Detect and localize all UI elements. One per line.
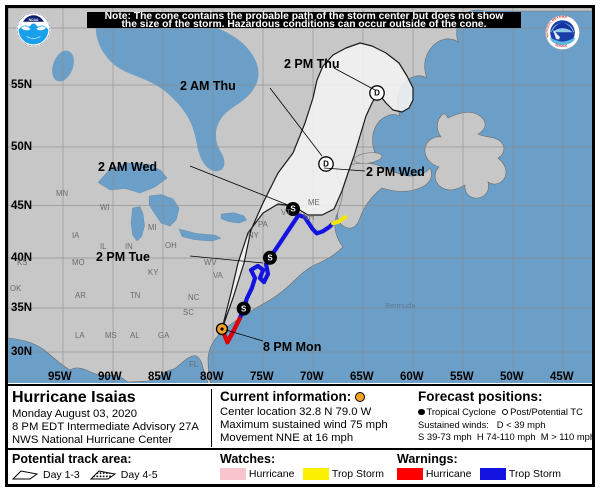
svg-text:OK: OK (10, 284, 22, 293)
svg-text:KY: KY (148, 268, 159, 277)
svg-text:WV: WV (204, 258, 217, 267)
svg-text:VA: VA (213, 271, 224, 280)
svg-text:LA: LA (75, 331, 85, 340)
svg-text:95W: 95W (48, 371, 72, 383)
svg-text:IN: IN (125, 242, 133, 251)
svg-text:AL: AL (130, 331, 140, 340)
svg-text:TN: TN (130, 291, 140, 300)
svg-text:MO: MO (72, 258, 85, 267)
svg-text:IL: IL (100, 242, 107, 251)
svg-text:55N: 55N (11, 79, 32, 91)
svg-text:2 PM Tue: 2 PM Tue (96, 250, 150, 264)
svg-text:S: S (290, 205, 296, 214)
svg-text:SC: SC (183, 308, 194, 317)
svg-text:2 AM Wed: 2 AM Wed (98, 160, 157, 174)
svg-text:IA: IA (72, 231, 80, 240)
svg-text:2 PM Wed: 2 PM Wed (366, 165, 425, 179)
svg-text:8 PM Mon: 8 PM Mon (263, 340, 321, 354)
svg-text:45W: 45W (550, 371, 574, 383)
svg-text:85W: 85W (148, 371, 172, 383)
svg-text:NH: NH (303, 213, 314, 222)
svg-text:AR: AR (75, 291, 86, 300)
svg-text:55W: 55W (450, 371, 474, 383)
svg-text:2 AM Thu: 2 AM Thu (180, 79, 236, 93)
svg-text:50W: 50W (500, 371, 524, 383)
svg-text:MN: MN (56, 189, 68, 198)
svg-text:KS: KS (17, 258, 27, 267)
svg-text:30N: 30N (11, 346, 32, 358)
svg-text:D: D (323, 160, 329, 169)
svg-text:GA: GA (158, 331, 170, 340)
svg-text:WI: WI (100, 203, 110, 212)
svg-text:PA: PA (258, 220, 269, 229)
svg-text:OH: OH (165, 241, 177, 250)
svg-text:FL: FL (189, 360, 199, 369)
svg-text:35N: 35N (11, 302, 32, 314)
svg-text:D: D (374, 89, 380, 98)
svg-text:80W: 80W (200, 371, 224, 383)
svg-text:90W: 90W (98, 371, 122, 383)
svg-text:60W: 60W (400, 371, 424, 383)
svg-text:45N: 45N (11, 200, 32, 212)
svg-text:NC: NC (188, 293, 200, 302)
svg-text:VT: VT (281, 208, 291, 217)
svg-text:MI: MI (148, 223, 157, 232)
svg-text:Bermuda: Bermuda (385, 301, 416, 310)
svg-text:75W: 75W (250, 371, 274, 383)
svg-text:50N: 50N (11, 141, 32, 153)
svg-text:NY: NY (248, 231, 260, 240)
svg-text:2 PM Thu: 2 PM Thu (284, 57, 340, 71)
svg-text:S: S (241, 304, 247, 313)
svg-text:S: S (267, 254, 273, 263)
svg-text:ME: ME (308, 198, 320, 207)
svg-text:MS: MS (105, 331, 117, 340)
svg-text:70W: 70W (300, 371, 324, 383)
svg-text:65W: 65W (350, 371, 374, 383)
svg-text:NOAA: NOAA (28, 18, 38, 22)
